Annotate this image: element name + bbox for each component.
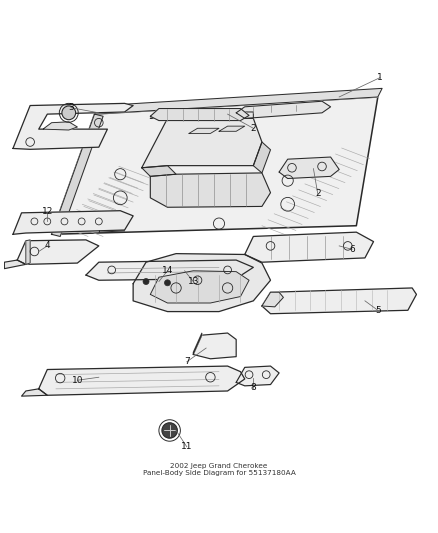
Polygon shape <box>13 211 133 235</box>
Polygon shape <box>150 109 249 120</box>
Text: 2002 Jeep Grand Cherokee
Panel-Body Side Diagram for 55137180AA: 2002 Jeep Grand Cherokee Panel-Body Side… <box>142 463 296 475</box>
Text: 4: 4 <box>45 241 50 251</box>
Polygon shape <box>262 292 283 307</box>
Polygon shape <box>133 254 271 312</box>
Polygon shape <box>253 142 271 173</box>
Polygon shape <box>142 118 262 168</box>
Text: 1: 1 <box>377 73 383 82</box>
Polygon shape <box>39 366 245 395</box>
Polygon shape <box>4 260 26 269</box>
Circle shape <box>62 106 76 120</box>
Polygon shape <box>43 122 78 130</box>
Polygon shape <box>193 333 236 359</box>
Text: 11: 11 <box>181 442 193 451</box>
Polygon shape <box>279 157 339 179</box>
Text: 2: 2 <box>251 124 256 133</box>
Polygon shape <box>150 271 249 303</box>
Polygon shape <box>52 114 103 237</box>
Polygon shape <box>26 240 30 264</box>
Polygon shape <box>21 389 47 396</box>
Circle shape <box>143 279 149 285</box>
Polygon shape <box>86 260 253 280</box>
Text: 14: 14 <box>162 266 173 275</box>
Text: 7: 7 <box>184 357 190 366</box>
Text: 10: 10 <box>71 376 83 385</box>
Text: 3: 3 <box>68 103 74 112</box>
Text: 13: 13 <box>187 277 199 286</box>
Text: 5: 5 <box>375 306 381 315</box>
Polygon shape <box>189 128 219 133</box>
Polygon shape <box>13 103 133 149</box>
Polygon shape <box>193 333 202 354</box>
Polygon shape <box>236 366 279 386</box>
Text: 8: 8 <box>251 383 256 392</box>
Polygon shape <box>142 166 176 176</box>
Polygon shape <box>17 240 99 264</box>
Text: 2: 2 <box>315 189 321 198</box>
Circle shape <box>165 280 170 286</box>
Text: 12: 12 <box>42 207 53 216</box>
Polygon shape <box>150 112 253 118</box>
Polygon shape <box>150 173 271 207</box>
Polygon shape <box>245 232 374 262</box>
Circle shape <box>162 423 177 438</box>
Polygon shape <box>52 97 378 235</box>
Polygon shape <box>236 101 331 118</box>
Polygon shape <box>219 126 245 131</box>
Polygon shape <box>95 88 382 114</box>
Text: 6: 6 <box>349 245 355 254</box>
Polygon shape <box>262 288 417 314</box>
